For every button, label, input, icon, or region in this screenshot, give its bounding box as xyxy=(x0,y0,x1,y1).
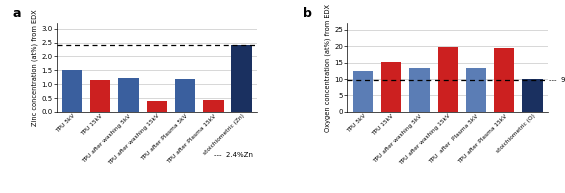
Bar xyxy=(203,100,224,112)
Bar xyxy=(437,47,458,112)
Y-axis label: Oxygen concentration (at%) from EDX: Oxygen concentration (at%) from EDX xyxy=(325,3,332,132)
Bar xyxy=(62,70,82,112)
Bar xyxy=(147,101,167,112)
Bar xyxy=(232,45,252,112)
Text: a: a xyxy=(12,7,21,20)
Text: ---  9.8% O: --- 9.8% O xyxy=(549,77,565,83)
Bar xyxy=(353,71,373,112)
Text: ---  2.4%Zn: --- 2.4%Zn xyxy=(214,152,253,158)
Bar xyxy=(119,78,139,112)
Bar xyxy=(175,79,195,112)
Bar xyxy=(522,79,542,112)
Bar xyxy=(90,80,111,112)
Y-axis label: Zinc concentration (at%) from EDX: Zinc concentration (at%) from EDX xyxy=(32,9,38,126)
Bar xyxy=(466,68,486,112)
Bar xyxy=(381,62,401,112)
Bar xyxy=(494,48,514,112)
Text: b: b xyxy=(303,7,312,20)
Bar xyxy=(409,68,429,112)
